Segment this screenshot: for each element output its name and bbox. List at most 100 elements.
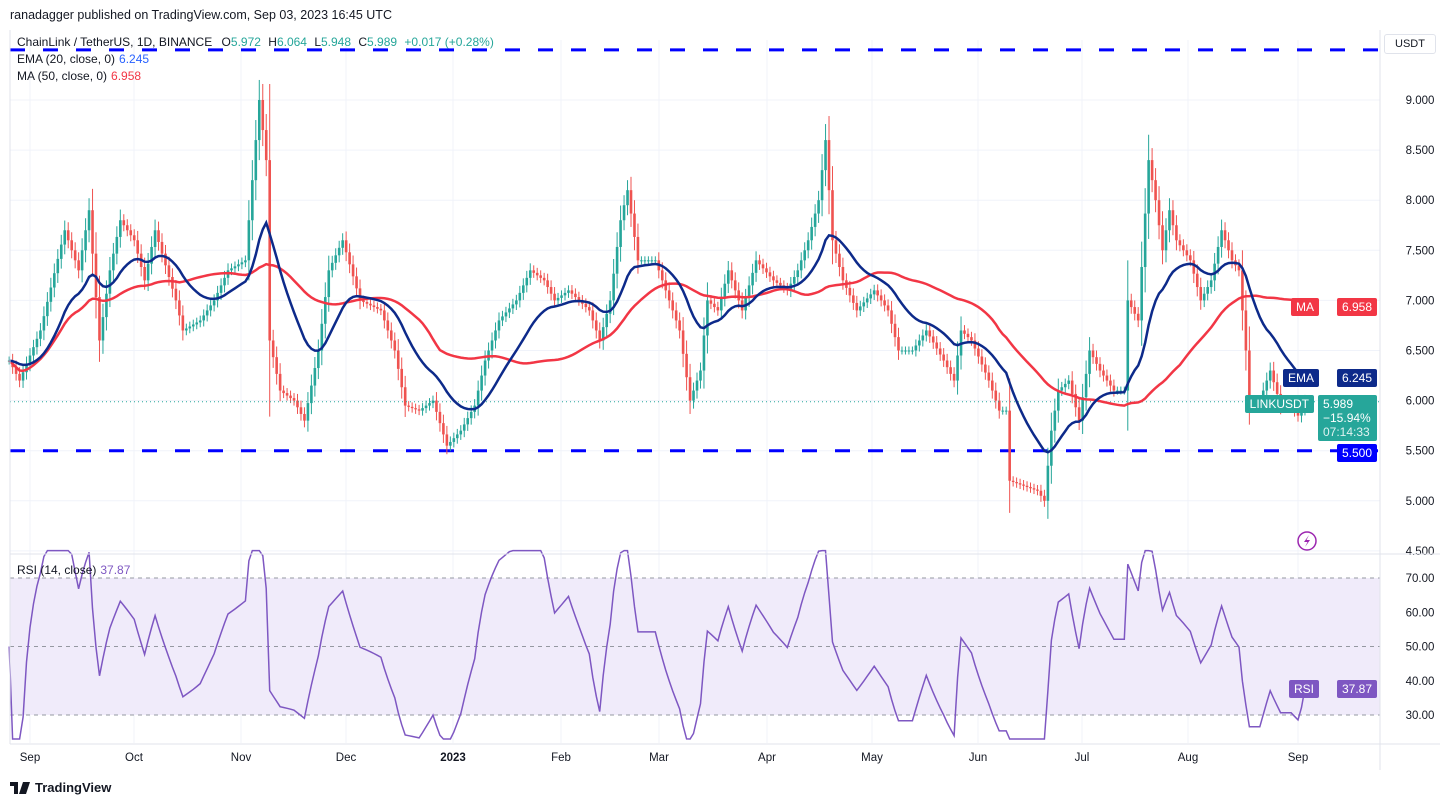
- candle-body: [824, 140, 827, 171]
- candle-body: [1004, 410, 1008, 412]
- open-label: O: [221, 35, 231, 49]
- candle-body: [1008, 410, 1011, 481]
- candle-body: [424, 405, 428, 409]
- candle-body: [1199, 287, 1203, 301]
- candle-body: [1088, 350, 1091, 374]
- candle-body: [1084, 373, 1088, 398]
- candle-body: [358, 288, 362, 301]
- candle-body: [35, 338, 39, 348]
- ma-legend[interactable]: MA (50, close, 0) 6.958: [17, 69, 141, 83]
- last-price: 5.989: [1323, 397, 1354, 411]
- candle-body: [601, 327, 605, 341]
- candle-body: [369, 303, 372, 306]
- candle-body: [970, 337, 973, 341]
- candle-body: [911, 350, 914, 352]
- candle-body: [1060, 387, 1064, 391]
- candle-body: [549, 287, 553, 294]
- last-price-badge: 5.989 −15.94% 07:14:33: [1318, 395, 1377, 441]
- candle-body: [32, 347, 35, 356]
- rsi-legend[interactable]: RSI (14, close) 37.87: [17, 563, 130, 577]
- candle-body: [389, 330, 393, 341]
- candle-body: [761, 264, 765, 269]
- candle-body: [855, 302, 859, 311]
- candle-body: [1275, 382, 1279, 394]
- price-tick-label: 6.000: [1406, 396, 1435, 408]
- candle-body: [765, 268, 768, 273]
- last-change: −15.94%: [1323, 411, 1371, 425]
- candle-body: [1195, 273, 1199, 288]
- candle-body: [1154, 180, 1157, 201]
- candle-body: [990, 380, 994, 391]
- candle-body: [494, 330, 497, 341]
- candle-body: [831, 190, 834, 241]
- candle-body: [699, 370, 702, 381]
- time-tick-label: Mar: [649, 752, 669, 764]
- candle-body: [282, 390, 285, 394]
- ema-price-badge: 6.245: [1336, 369, 1377, 387]
- candle-body: [435, 400, 438, 412]
- candle-body: [528, 270, 532, 278]
- candle-body: [400, 368, 404, 388]
- candle-body: [449, 441, 452, 446]
- candle-body: [372, 305, 376, 308]
- candle-body: [289, 395, 292, 399]
- candle-body: [1296, 410, 1300, 416]
- candle-body: [341, 240, 344, 248]
- candle-body: [949, 367, 952, 374]
- candle-body: [921, 335, 925, 341]
- candle-body: [904, 350, 907, 352]
- candle-body: [483, 360, 487, 376]
- candle-body: [1227, 240, 1230, 251]
- candle-body: [1119, 390, 1123, 392]
- tradingview-logo[interactable]: TradingView: [10, 780, 111, 795]
- candle-body: [605, 313, 608, 328]
- candle-body: [924, 330, 928, 336]
- candle-body: [143, 267, 146, 281]
- ma-value: 6.958: [111, 69, 142, 83]
- candle-body: [56, 258, 60, 274]
- candle-body: [977, 348, 980, 357]
- candle-body: [1220, 230, 1223, 247]
- candle-body: [393, 340, 397, 351]
- candle-body: [1147, 160, 1150, 214]
- candle-body: [1126, 300, 1130, 391]
- candle-body: [497, 320, 501, 331]
- candle-body: [337, 247, 341, 256]
- candle-body: [233, 266, 237, 269]
- candle-body: [292, 398, 296, 401]
- candle-body: [160, 241, 164, 254]
- lightning-icon[interactable]: [1297, 531, 1317, 551]
- candle-body: [1077, 407, 1081, 421]
- candle-body: [1150, 160, 1154, 181]
- candle-body: [1241, 270, 1244, 311]
- candle-body: [66, 230, 70, 241]
- candle-body: [84, 230, 87, 251]
- ema-legend[interactable]: EMA (20, close, 0) 6.245: [17, 52, 149, 66]
- candle-body: [313, 368, 317, 386]
- candle-body: [122, 220, 126, 226]
- candle-body: [275, 357, 278, 374]
- candle-body: [994, 390, 998, 401]
- candle-body: [942, 354, 945, 361]
- price-tick-label: 7.000: [1406, 295, 1435, 307]
- candle-body: [1265, 380, 1269, 391]
- candle-body: [101, 317, 105, 341]
- candle-body: [1157, 200, 1161, 226]
- currency-button[interactable]: USDT: [1384, 34, 1436, 54]
- candle-body: [296, 400, 299, 408]
- candle-body: [129, 230, 133, 236]
- candle-body: [1063, 383, 1067, 388]
- candle-body: [271, 340, 275, 358]
- candle-body: [928, 330, 932, 337]
- candle-body: [1209, 280, 1213, 288]
- candle-body: [490, 340, 494, 351]
- candle-body: [779, 282, 782, 286]
- candle-body: [466, 418, 470, 425]
- candle-body: [574, 293, 577, 298]
- candle-body: [285, 393, 289, 396]
- candle-body: [459, 430, 463, 435]
- rsi-tick-label: 50.00: [1406, 642, 1435, 654]
- price-tick-label: 6.500: [1406, 346, 1435, 358]
- candle-body: [195, 322, 199, 325]
